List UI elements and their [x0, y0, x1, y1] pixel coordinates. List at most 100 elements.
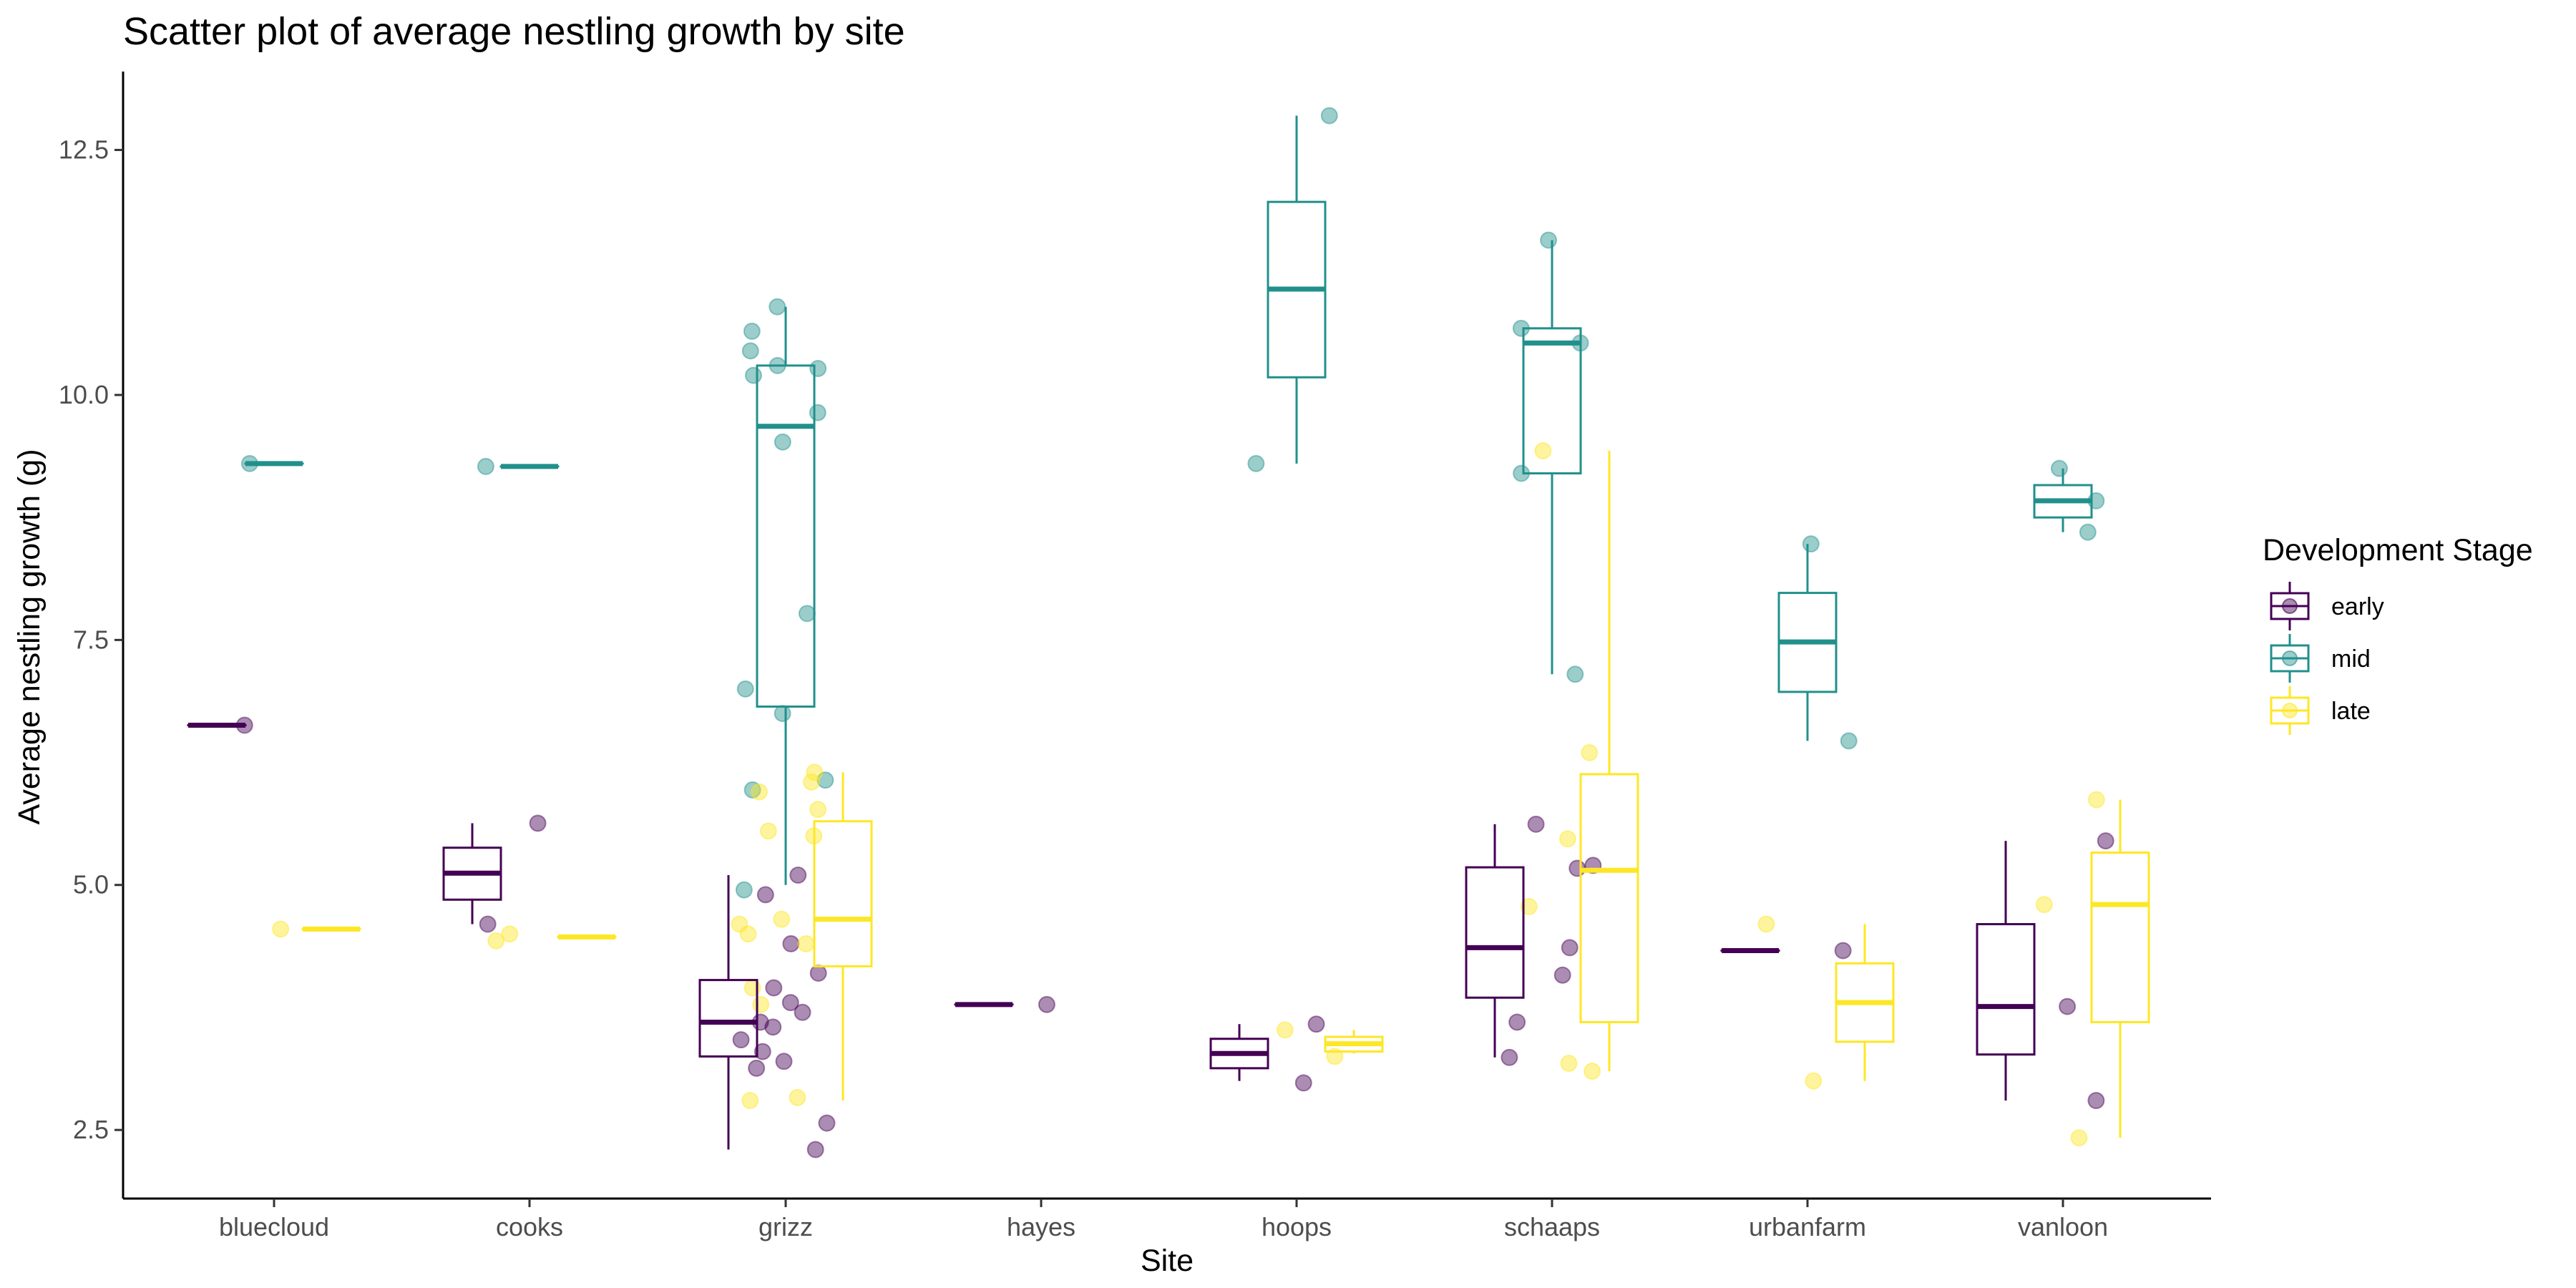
point-mid-hoops	[1247, 454, 1265, 472]
point-early-schaaps	[1501, 1048, 1518, 1066]
point-late-schaaps	[1584, 1062, 1601, 1080]
box-late-schaaps	[1579, 451, 1639, 1071]
box-mid-grizz	[756, 306, 816, 885]
point-late-grizz	[773, 910, 791, 928]
legend-key-point	[2282, 650, 2298, 666]
box-early-hoops	[1209, 1024, 1269, 1081]
point-early-grizz	[806, 1141, 824, 1158]
point-late-grizz	[797, 935, 815, 952]
chart-title: Scatter plot of average nestling growth …	[123, 10, 905, 53]
y-tick-label: 2.5	[73, 1115, 109, 1144]
y-axis-title: Average nestling growth (g)	[12, 449, 47, 824]
point-early-grizz	[781, 994, 799, 1012]
point-early-grizz	[765, 979, 783, 997]
point-early-grizz	[753, 1043, 771, 1060]
legend-label: early	[2331, 593, 2384, 620]
point-mid-grizz	[743, 322, 761, 340]
point-early-vanloon	[2059, 997, 2077, 1015]
box-iqr	[1522, 327, 1582, 475]
point-early-schaaps	[1553, 966, 1571, 984]
point-late-vanloon	[2035, 896, 2053, 914]
x-tick-label: cooks	[496, 1212, 563, 1241]
point-mid-grizz	[736, 680, 754, 698]
point-mid-urbanfarm	[1802, 535, 1820, 553]
point-early-grizz	[756, 886, 774, 904]
point-late-urbanfarm	[1757, 915, 1775, 933]
point-mid-grizz	[741, 342, 759, 360]
point-late-grizz	[741, 1092, 759, 1110]
box-iqr	[1976, 923, 2036, 1056]
point-mid-vanloon	[2050, 459, 2068, 477]
box-mid-urbanfarm	[1777, 544, 1838, 741]
point-early-urbanfarm	[1834, 942, 1852, 960]
point-late-schaaps	[1581, 743, 1599, 761]
point-late-schaaps	[1520, 897, 1538, 915]
point-late-vanloon	[2087, 791, 2105, 809]
y-tick-label: 7.5	[73, 625, 109, 654]
x-tick-label: vanloon	[2018, 1212, 2108, 1241]
x-tick-label: hoops	[1262, 1212, 1332, 1241]
point-late-vanloon	[2070, 1129, 2088, 1147]
point-mid-schaaps	[1566, 665, 1584, 683]
point-late-schaaps	[1560, 1055, 1578, 1072]
box-mid-vanloon	[2033, 468, 2093, 532]
point-mid-grizz	[769, 298, 786, 316]
box-early-schaaps	[1465, 824, 1525, 1058]
point-early-cooks	[529, 814, 547, 832]
legend-key-point	[2282, 598, 2298, 614]
point-late-grizz	[803, 773, 821, 791]
legend-item-late: late	[2270, 686, 2371, 735]
point-late-cooks	[501, 925, 519, 943]
point-late-schaaps	[1558, 830, 1576, 848]
x-axis-title: Site	[1141, 1244, 1194, 1278]
box-late-urbanfarm	[1835, 924, 1895, 1081]
x-tick-label: grizz	[758, 1212, 813, 1241]
point-late-bluecloud	[272, 920, 290, 938]
point-late-grizz	[789, 1088, 806, 1106]
point-early-hayes	[1038, 995, 1055, 1013]
point-late-hoops	[1276, 1021, 1294, 1039]
box-late-grizz	[813, 772, 873, 1101]
y-tick-label: 10.0	[59, 380, 109, 409]
box-early-cooks	[442, 823, 502, 924]
point-mid-hoops	[1320, 107, 1338, 125]
point-late-grizz	[759, 822, 777, 840]
box-iqr	[1465, 866, 1525, 999]
x-axis-ticks: bluecloud cooks grizz hayes hoops schaaps urba…	[219, 1199, 2108, 1241]
box-early-vanloon	[1976, 841, 2036, 1101]
point-early-grizz	[809, 965, 827, 982]
point-early-schaaps	[1508, 1013, 1526, 1031]
box-iqr	[698, 979, 758, 1058]
box-early-grizz	[698, 875, 758, 1150]
x-tick-label: hayes	[1007, 1212, 1075, 1241]
point-early-grizz	[789, 867, 807, 884]
boxes-layer	[187, 115, 2150, 1150]
point-mid-grizz	[774, 433, 791, 451]
point-late-grizz	[731, 915, 748, 933]
point-early-cooks	[479, 915, 497, 933]
point-early-schaaps	[1561, 939, 1579, 957]
point-early-hoops	[1294, 1074, 1312, 1092]
point-early-schaaps	[1527, 815, 1545, 833]
legend: Development Stage early mid late	[2263, 533, 2533, 735]
legend-item-mid: mid	[2270, 634, 2371, 683]
y-tick-label: 5.0	[73, 870, 109, 899]
point-mid-vanloon	[2079, 523, 2097, 541]
point-early-grizz	[794, 1003, 811, 1021]
legend-label: mid	[2331, 645, 2371, 673]
point-late-grizz	[806, 763, 824, 781]
legend-label: late	[2331, 698, 2371, 725]
point-early-vanloon	[2087, 1092, 2105, 1110]
point-early-grizz	[775, 1053, 793, 1070]
legend-key-point	[2282, 703, 2298, 718]
point-mid-urbanfarm	[1840, 732, 1858, 750]
point-early-grizz	[764, 1018, 782, 1036]
box-iqr	[2090, 852, 2150, 1023]
point-mid-grizz	[816, 771, 834, 789]
point-early-vanloon	[2097, 832, 2114, 850]
x-tick-label: schaaps	[1504, 1212, 1600, 1241]
point-mid-cooks	[477, 457, 494, 475]
point-mid-grizz	[735, 881, 753, 899]
box-iqr	[1579, 773, 1639, 1023]
